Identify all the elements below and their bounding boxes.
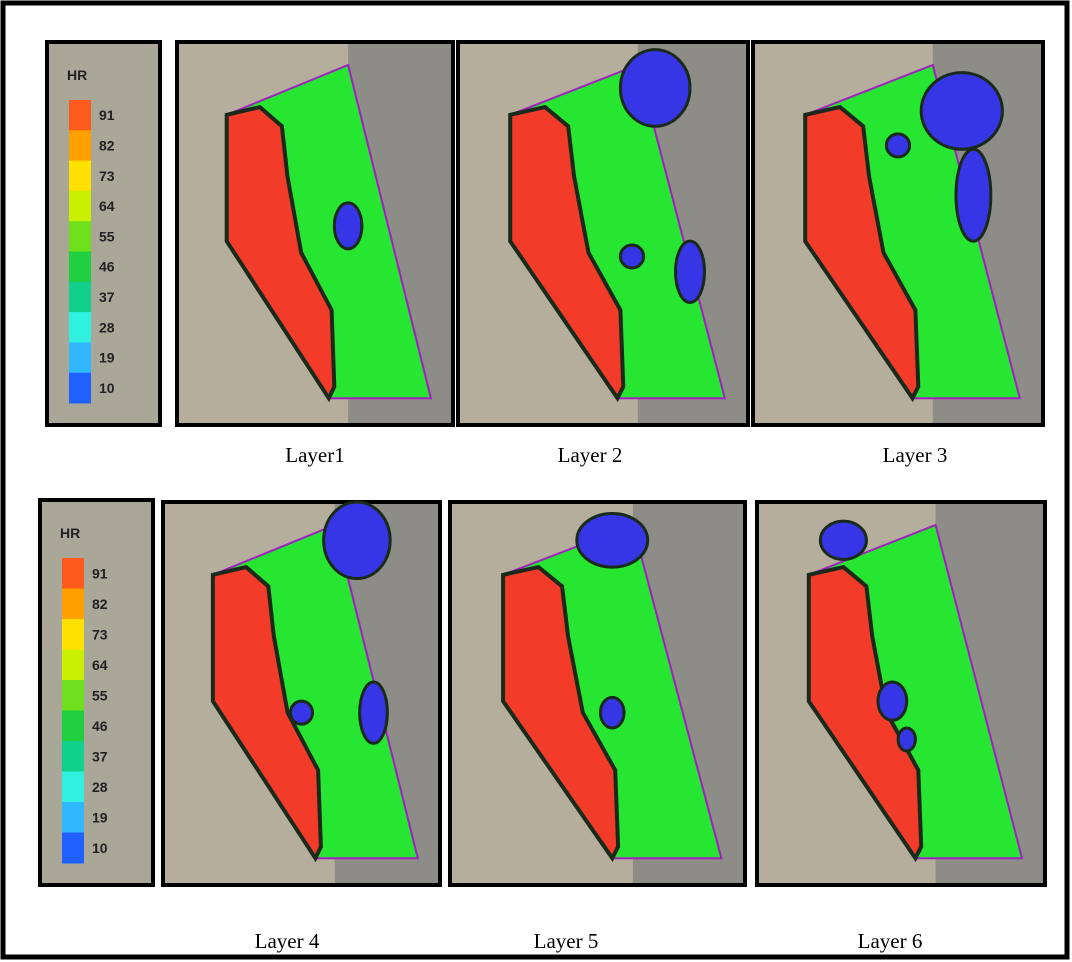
legend-label: 55 bbox=[92, 687, 108, 703]
legend-label: 73 bbox=[92, 626, 108, 642]
legend-swatch bbox=[62, 650, 84, 681]
legend-swatch bbox=[69, 100, 91, 131]
legend: HR 91 82 73 64 55 46 37 28 19 10 bbox=[47, 42, 160, 425]
legend-swatch bbox=[69, 342, 91, 373]
legend-label: 19 bbox=[92, 809, 108, 825]
legend-swatch bbox=[62, 741, 84, 772]
panel-caption: Layer 5 bbox=[534, 929, 599, 953]
zone-blue bbox=[878, 682, 907, 720]
panel-caption: Layer 4 bbox=[255, 929, 320, 953]
legend-swatch bbox=[69, 373, 91, 404]
legend-label: 64 bbox=[99, 198, 115, 214]
zone-blue bbox=[886, 134, 909, 157]
legend-label: 19 bbox=[99, 350, 115, 366]
legend-swatch bbox=[62, 833, 84, 864]
legend-title: HR bbox=[60, 525, 80, 541]
legend-swatch bbox=[62, 772, 84, 803]
zone-blue bbox=[620, 245, 643, 268]
legend-label: 10 bbox=[99, 380, 115, 396]
map-panel: Layer 3 bbox=[753, 42, 1043, 467]
legend-swatch bbox=[62, 711, 84, 742]
legend-swatch bbox=[69, 312, 91, 343]
zone-blue bbox=[334, 203, 362, 249]
legend-swatch bbox=[62, 619, 84, 650]
legend-swatch bbox=[69, 161, 91, 192]
zone-blue bbox=[921, 73, 1002, 150]
legend-swatch bbox=[62, 589, 84, 620]
legend-label: 37 bbox=[99, 289, 115, 305]
legend-label: 82 bbox=[92, 596, 108, 612]
zone-blue bbox=[620, 50, 690, 127]
legend-swatch bbox=[69, 252, 91, 283]
legend-label: 64 bbox=[92, 657, 108, 673]
map-panel: Layer 5 bbox=[450, 502, 745, 953]
legend-label: 82 bbox=[99, 137, 115, 153]
legend-swatch bbox=[62, 802, 84, 833]
legend-label: 91 bbox=[99, 107, 115, 123]
legend-swatch bbox=[62, 680, 84, 711]
zone-blue bbox=[898, 728, 915, 751]
legend-label: 91 bbox=[92, 565, 108, 581]
legend-label: 10 bbox=[92, 840, 108, 856]
panel-caption: Layer1 bbox=[285, 443, 344, 467]
map-panel: Layer 6 bbox=[757, 502, 1045, 953]
legend: HR 91 82 73 64 55 46 37 28 19 10 bbox=[40, 500, 153, 885]
map-panel: Layer 4 bbox=[163, 502, 440, 953]
legend-title: HR bbox=[67, 67, 87, 83]
legend-swatch bbox=[69, 221, 91, 252]
legend-label: 46 bbox=[99, 259, 115, 275]
map-panel: Layer1 bbox=[177, 42, 453, 467]
legend-swatch bbox=[69, 191, 91, 222]
panel-caption: Layer 6 bbox=[858, 929, 923, 953]
figure: HR 91 82 73 64 55 46 37 28 19 10 HR 91 82 73 64 55 46 37 28… bbox=[0, 0, 1072, 962]
map-panel: Layer 2 bbox=[458, 42, 748, 467]
zone-blue bbox=[577, 513, 648, 567]
panel-caption: Layer 3 bbox=[883, 443, 948, 467]
legend-label: 37 bbox=[92, 748, 108, 764]
legend-swatch bbox=[69, 130, 91, 161]
legend-label: 28 bbox=[99, 319, 115, 335]
legend-label: 28 bbox=[92, 779, 108, 795]
legend-label: 73 bbox=[99, 168, 115, 184]
panel-caption: Layer 2 bbox=[558, 443, 623, 467]
zone-blue bbox=[956, 149, 991, 241]
zone-blue bbox=[290, 701, 312, 724]
legend-label: 46 bbox=[92, 718, 108, 734]
zone-blue bbox=[324, 502, 390, 579]
zone-blue bbox=[820, 521, 866, 559]
zone-blue bbox=[360, 682, 388, 743]
zone-blue bbox=[600, 697, 624, 728]
legend-swatch bbox=[62, 558, 84, 589]
legend-label: 55 bbox=[99, 228, 115, 244]
zone-blue bbox=[676, 241, 705, 302]
legend-swatch bbox=[69, 282, 91, 313]
